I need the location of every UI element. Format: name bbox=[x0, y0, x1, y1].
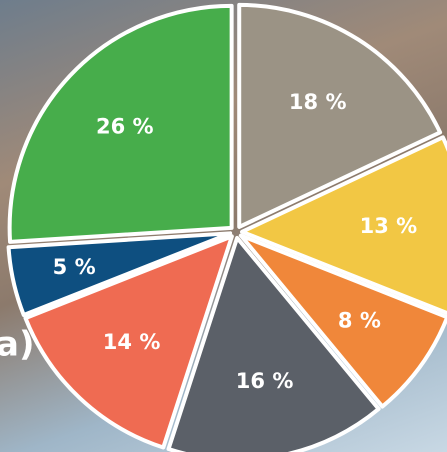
value-label: 14 % bbox=[103, 330, 161, 354]
value-label: 26 % bbox=[96, 115, 154, 139]
value-label: 8 % bbox=[338, 309, 381, 333]
screen: a) 18 %13 %8 %16 %14 %5 %26 % bbox=[0, 0, 447, 452]
value-label: 13 % bbox=[360, 214, 418, 238]
value-label: 16 % bbox=[236, 369, 294, 393]
value-label: 5 % bbox=[53, 255, 96, 279]
chart: a) 18 %13 %8 %16 %14 %5 %26 % bbox=[0, 0, 447, 452]
value-label: 18 % bbox=[289, 90, 347, 114]
